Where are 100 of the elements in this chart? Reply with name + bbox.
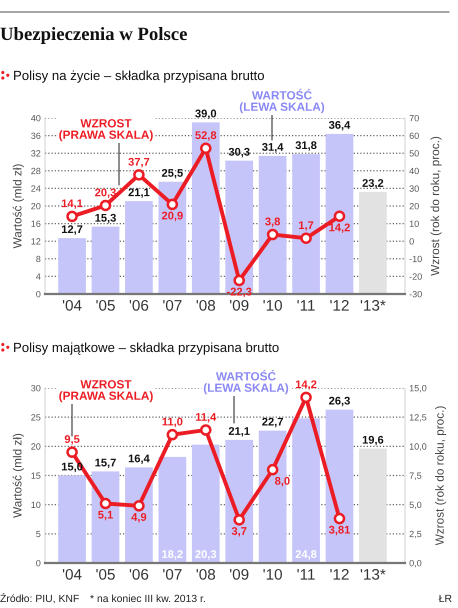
x-tick-label: '04 [62,300,82,311]
bar [359,192,387,294]
y-tick-label: 5 [36,530,40,538]
bar [192,122,220,294]
y2-tick-label: 5,0 [410,502,422,510]
y2-tick-label: 0,0 [410,560,422,568]
data-label: 16,4 [128,454,150,464]
x-tick-label: '08 [196,300,216,311]
x-tick-label: '06 [130,300,148,311]
bar [292,418,320,563]
point [300,392,312,404]
data-label: 8,0 [274,476,290,486]
y2-tick-label: 2,5 [410,530,422,538]
x-tick-label: '05 [96,568,115,580]
data-label: 21,1 [228,427,250,437]
y-tick-label: 10 [31,502,40,508]
data-label: 9,5 [64,435,80,445]
data-label: 37,7 [128,158,150,168]
x-tick-label: '06 [130,568,148,580]
y2-tick-label: 40 [409,168,419,174]
data-label: 4,9 [131,513,146,523]
point [100,498,112,510]
data-label: 14,1 [62,199,83,209]
y-axis-title: Wartość (mld zł) [12,434,24,518]
data-label: 3,7 [232,527,246,537]
x-tick-label: '04 [62,568,82,580]
y-tick-label: 30 [31,384,40,392]
x-tick-label: '10 [263,568,282,580]
bar [125,467,153,563]
data-label: 18,2 [162,550,183,560]
y2-axis-title: Wzrost (rok do roku, proc.) [430,136,442,276]
y2-tick-label: -30 [410,290,422,298]
y-tick-label: 32 [31,150,40,157]
data-label: 52,8 [195,131,216,141]
data-label: 20,9 [162,212,183,222]
y-tick-label: 20 [31,443,40,450]
data-label: 19,6 [362,436,384,446]
point [334,512,346,524]
y2-tick-label: 7,5 [410,472,422,480]
bar [92,226,120,294]
data-label: 36,4 [328,121,350,130]
data-label: 14,2 [296,380,316,390]
bar [258,156,287,294]
x-tick-label: '09 [230,300,248,311]
point [200,142,212,154]
data-label: 26,3 [329,396,350,406]
point [200,424,212,436]
bar [326,134,354,294]
y-tick-label: 25 [31,414,40,421]
data-label: 22,7 [262,418,283,428]
data-label: 24,8 [296,550,317,560]
point [66,446,78,458]
y-tick-label: 0 [36,560,40,566]
x-tick-label: '05 [96,300,115,311]
point [334,210,346,222]
data-label: 39,0 [195,110,216,120]
bar [326,410,354,563]
data-label: 21,1 [128,188,150,198]
y2-tick-label: -10 [410,256,422,262]
data-label: 30,3 [228,148,250,158]
point [266,464,278,476]
data-label: -22,3 [226,288,252,298]
data-label: 12,7 [62,225,82,235]
y2-tick-label: 15,0 [410,384,426,392]
data-label: 23,2 [362,179,384,189]
chart-title: Ubezpieczenia w Polsce [0,26,187,44]
y-tick-label: 40 [31,114,40,122]
x-tick-label: '11 [297,300,315,311]
point [133,500,145,512]
point [266,228,278,240]
y-tick-label: 0 [36,290,40,298]
data-label: 1,7 [299,221,314,231]
y2-tick-label: 10 [410,220,419,227]
y2-tick-label: 12,5 [410,414,426,422]
bar [359,448,387,563]
data-label: 14,2 [329,223,350,233]
data-label: 20,3 [95,188,116,198]
text: Źródło: PIU, KNF [0,592,79,604]
bar [158,456,186,563]
data-label: 11,0 [162,418,182,428]
x-tick-label: '08 [196,568,216,580]
data-label: 15,7 [95,458,116,468]
y-tick-label: 24 [31,185,41,192]
y2-axis-title: Wzrost (rok do roku, proc.) [435,406,446,546]
data-label: 15,3 [95,214,116,224]
data-label: 3,81 [328,526,350,536]
y2-tick-label: 50 [410,150,419,157]
annotation: WZROST (PRAWA SKALA) [59,380,153,402]
text: WARTOŚĆ (LEWA SKALA) [240,88,324,114]
y-tick-label: 15 [31,472,40,479]
point [233,514,245,526]
point [300,232,312,244]
y-tick-label: 20 [31,202,40,210]
x-tick-label: '13* [360,568,386,580]
data-label: 20,3 [195,550,216,560]
bar [158,182,186,294]
x-tick-label: '11 [297,569,315,580]
y2-tick-label: -20 [410,273,422,280]
y2-tick-label: 70 [410,114,419,122]
bar [58,476,86,563]
